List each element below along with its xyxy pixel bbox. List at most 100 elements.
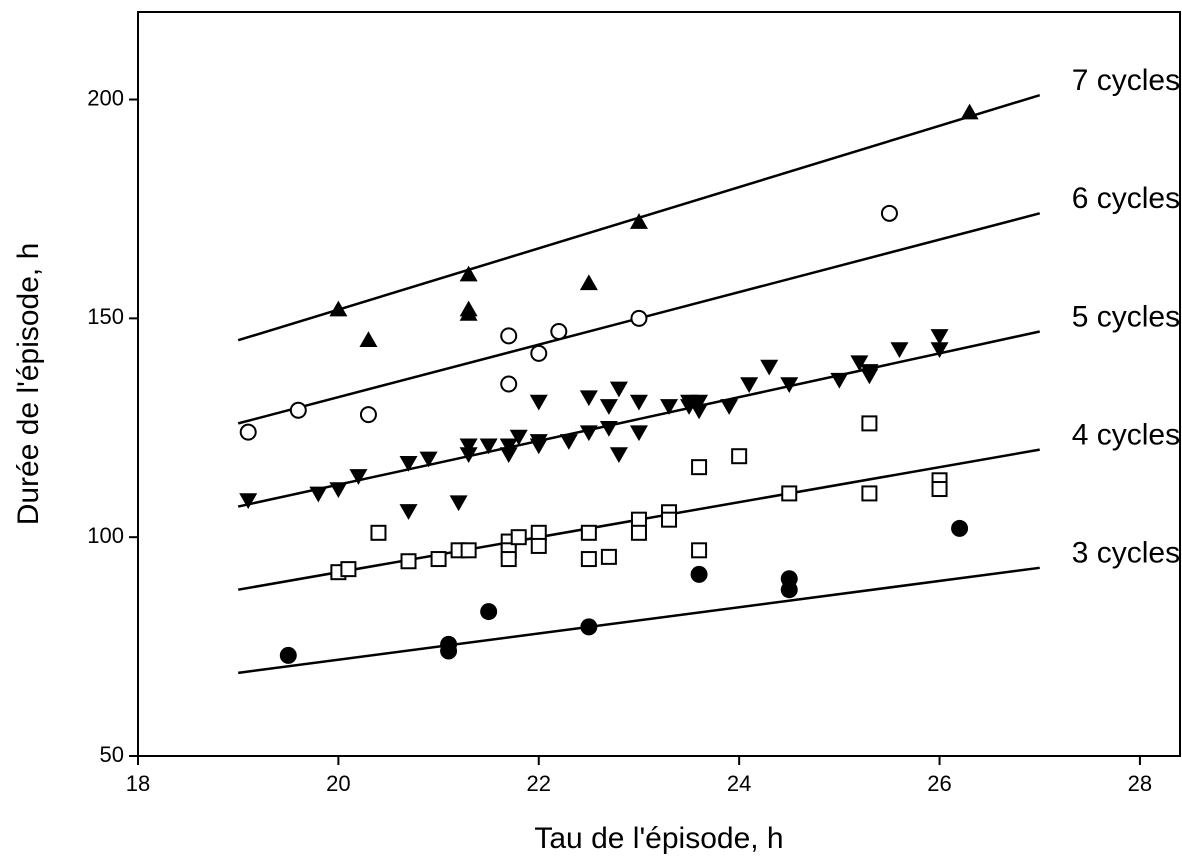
point xyxy=(890,342,909,358)
point xyxy=(309,486,328,503)
point xyxy=(509,429,528,446)
point xyxy=(359,331,378,347)
point xyxy=(599,421,618,437)
point xyxy=(720,399,739,415)
point xyxy=(580,524,597,541)
point xyxy=(680,399,699,415)
point xyxy=(340,561,357,578)
point xyxy=(579,390,598,407)
point xyxy=(500,327,518,345)
point xyxy=(599,399,618,415)
y-tick-label: 100 xyxy=(87,523,124,548)
plot-frame xyxy=(137,11,1181,757)
fit-label: 3 cycles xyxy=(1072,537,1180,570)
point xyxy=(329,482,348,499)
point xyxy=(500,551,517,568)
point xyxy=(629,425,648,442)
point xyxy=(530,524,547,541)
point xyxy=(860,368,879,385)
point xyxy=(479,438,498,455)
point xyxy=(580,551,597,568)
point xyxy=(530,344,548,362)
point xyxy=(660,399,679,415)
y-tick-label: 200 xyxy=(87,85,124,110)
point xyxy=(239,423,257,441)
point xyxy=(951,519,969,537)
point xyxy=(579,425,598,442)
y-tick-label: 150 xyxy=(87,304,124,329)
point xyxy=(559,434,578,450)
point xyxy=(880,204,898,222)
point xyxy=(459,304,478,321)
fit-label: 5 cycles xyxy=(1072,300,1180,333)
point xyxy=(781,485,798,502)
point xyxy=(530,537,547,554)
point xyxy=(329,300,348,317)
point xyxy=(459,265,478,282)
point xyxy=(609,381,628,398)
point xyxy=(690,403,709,420)
point xyxy=(459,447,478,464)
point xyxy=(529,394,548,411)
fit-line xyxy=(237,330,1040,508)
x-tick-label: 18 xyxy=(126,771,150,796)
fit-label: 4 cycles xyxy=(1072,419,1180,452)
point xyxy=(399,504,418,520)
point xyxy=(630,309,648,327)
x-axis-title: Tau de l'épisode, h xyxy=(534,822,783,855)
point xyxy=(459,438,478,455)
point xyxy=(731,448,748,465)
point xyxy=(690,565,708,583)
x-tick-label: 22 xyxy=(527,771,551,796)
point xyxy=(630,524,647,541)
point xyxy=(449,495,468,512)
x-tick-label: 20 xyxy=(326,771,350,796)
point xyxy=(460,542,477,559)
point xyxy=(289,401,307,419)
point xyxy=(690,394,709,411)
point xyxy=(239,493,258,509)
point xyxy=(510,529,527,546)
point xyxy=(691,459,708,476)
point xyxy=(580,618,598,636)
point xyxy=(430,551,447,568)
point xyxy=(629,213,648,229)
point xyxy=(480,603,498,621)
point xyxy=(579,274,598,291)
point xyxy=(499,438,518,455)
fit-label: 6 cycles xyxy=(1072,182,1180,215)
point xyxy=(861,485,878,502)
x-tick-label: 26 xyxy=(927,771,951,796)
x-tick-label: 24 xyxy=(727,771,751,796)
point xyxy=(861,415,878,432)
y-tick-label: 50 xyxy=(100,742,124,767)
point xyxy=(600,548,617,565)
point xyxy=(440,642,458,660)
fit-label: 7 cycles xyxy=(1072,64,1180,97)
point xyxy=(529,438,548,455)
point xyxy=(740,377,759,393)
point xyxy=(780,377,799,393)
y-axis-title: Durée de l'épisode, h xyxy=(12,243,45,526)
point xyxy=(830,372,849,389)
point xyxy=(279,646,297,664)
point xyxy=(400,553,417,570)
point xyxy=(370,524,387,541)
point xyxy=(931,481,948,498)
point xyxy=(499,447,518,464)
point xyxy=(419,451,438,468)
point xyxy=(760,359,779,376)
point xyxy=(630,511,647,528)
point xyxy=(609,447,628,464)
point xyxy=(691,542,708,559)
point xyxy=(960,103,979,120)
point xyxy=(850,355,869,372)
point xyxy=(550,322,568,340)
point xyxy=(399,456,418,472)
point xyxy=(930,342,949,358)
point xyxy=(930,329,949,345)
point xyxy=(629,394,648,411)
point xyxy=(359,406,377,424)
